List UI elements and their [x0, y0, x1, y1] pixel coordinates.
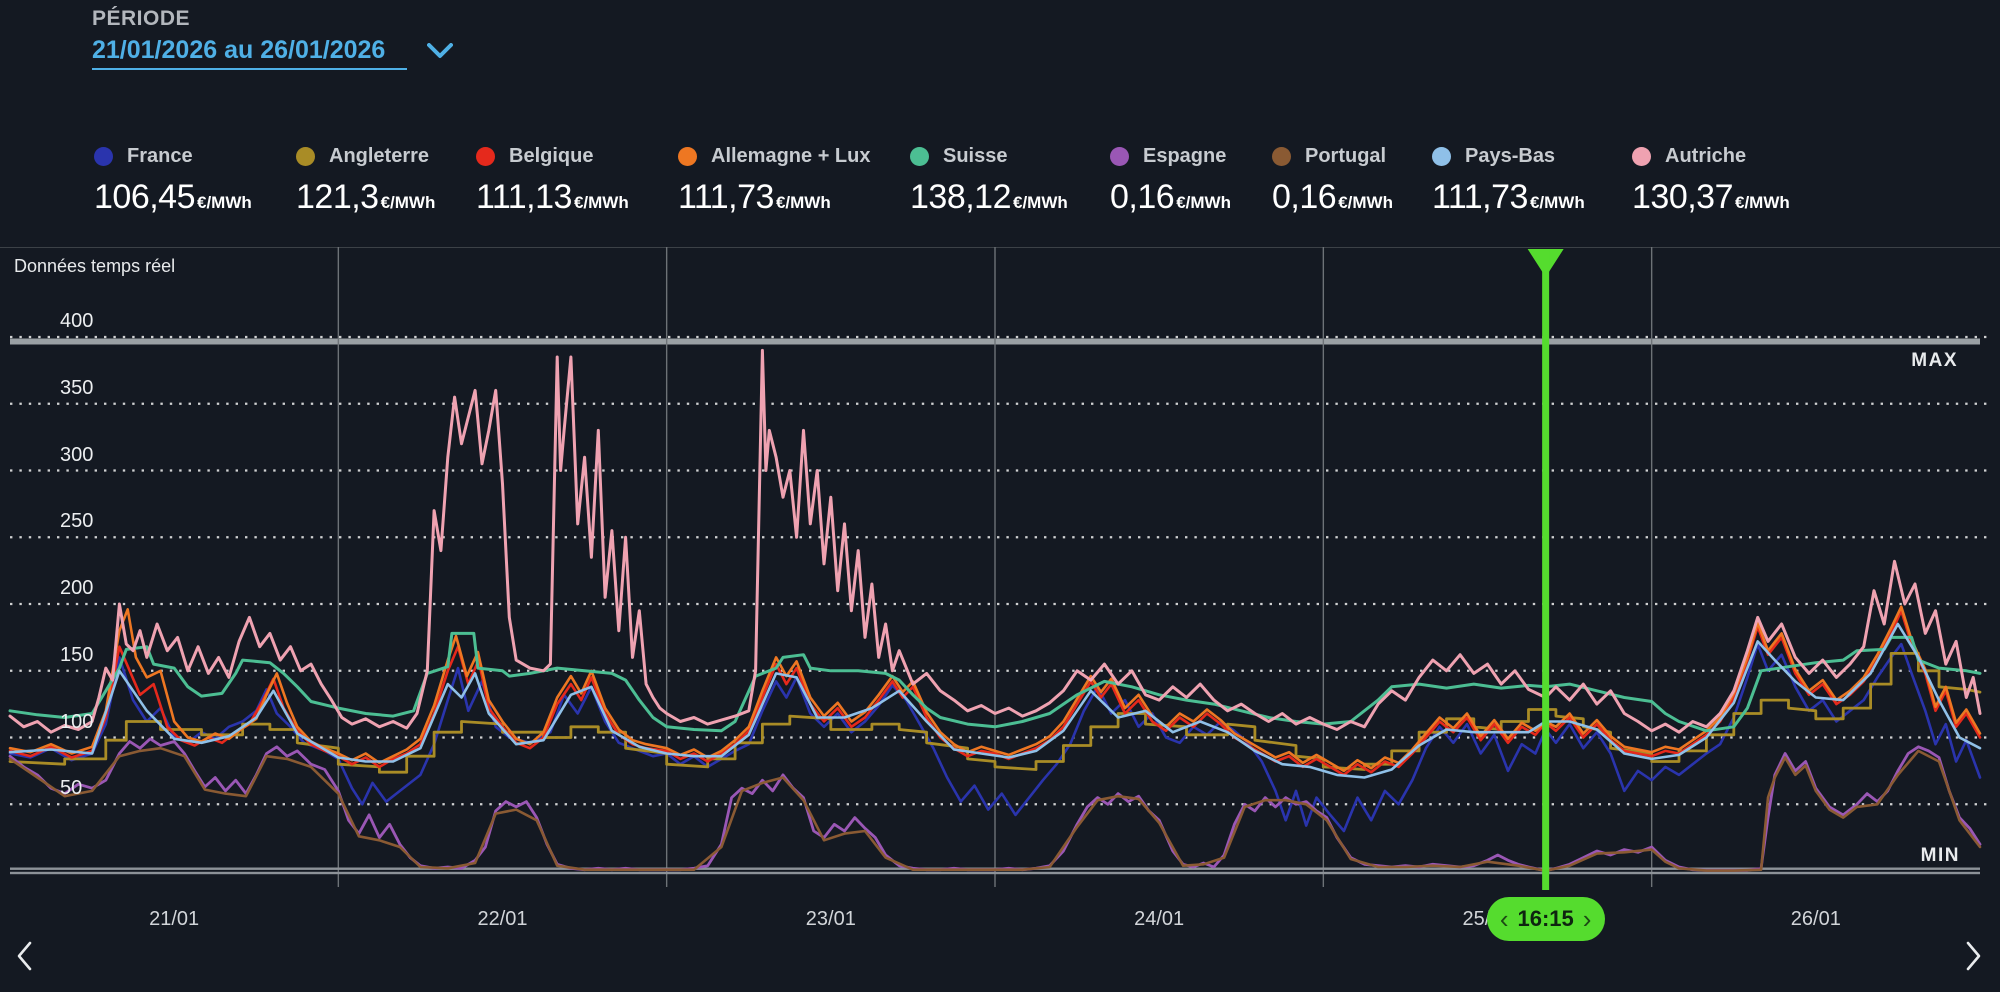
legend-item-autriche[interactable]: Autriche 130,37 €/MWh [1632, 145, 1790, 217]
legend-dot-icon [1110, 147, 1129, 166]
min-label: MIN [1920, 845, 1960, 866]
period-value[interactable]: 21/01/2026 au 26/01/2026 [92, 36, 386, 64]
legend-dot-icon [1432, 147, 1451, 166]
legend-dot-icon [678, 147, 697, 166]
series-line-pays-bas [8, 622, 1982, 779]
legend-dot-icon [296, 147, 315, 166]
legend-item-pays-bas[interactable]: Pays-Bas 111,73 €/MWh [1432, 145, 1585, 217]
legend-country-name: Allemagne + Lux [711, 145, 871, 167]
legend-item-france[interactable]: France 106,45 €/MWh [94, 145, 252, 217]
cursor-line[interactable] [1542, 249, 1550, 890]
legend-price-value: 106,45 [94, 178, 196, 216]
y-tick-200: 200 [60, 577, 94, 599]
legend-price-value: 111,73 [1432, 178, 1528, 216]
legend-price-unit: €/MWh [380, 193, 436, 212]
series-line-portugal [8, 746, 1982, 873]
chart-top-border [0, 247, 2000, 248]
y-tick-50: 50 [60, 777, 83, 800]
legend-dot-icon [910, 147, 929, 166]
cursor-next-icon[interactable]: › [1582, 904, 1592, 934]
legend-price-value: 111,73 [678, 178, 774, 216]
chevron-down-icon[interactable] [427, 42, 454, 59]
legend-price-unit: €/MWh [1176, 193, 1231, 212]
legend-country-name: Espagne [1143, 145, 1227, 167]
x-tick-22-01: 22/01 [477, 908, 528, 930]
min-line-2 [10, 871, 1980, 875]
x-tick-21-01: 21/01 [149, 908, 200, 930]
legend-country-name: Pays-Bas [1465, 145, 1556, 167]
y-tick-300: 300 [60, 443, 94, 466]
legend-dot-icon [1632, 147, 1651, 166]
period-selector[interactable]: 21/01/2026 au 26/01/2026 [92, 36, 454, 65]
legend-country-name: Angleterre [329, 145, 430, 167]
series-line-angleterre [8, 651, 1982, 774]
cursor-time: 16:15 [1517, 906, 1574, 931]
legend-price-unit: €/MWh [1338, 193, 1393, 212]
max-label: MAX [1911, 350, 1958, 371]
legend-country-name: Autriche [1665, 145, 1747, 167]
legend-price-unit: €/MWh [573, 193, 629, 212]
nav-next-icon[interactable] [1962, 940, 1984, 972]
series-line-suisse [8, 631, 1982, 733]
nav-prev-icon[interactable] [14, 940, 36, 972]
legend-price-unit: €/MWh [197, 193, 252, 212]
cursor-prev-icon[interactable]: ‹ [1499, 904, 1509, 934]
legend-price-unit: €/MWh [1529, 193, 1585, 212]
legend-price-value: 130,37 [1632, 178, 1734, 216]
y-tick-250: 250 [60, 510, 94, 533]
legend-country-name: Belgique [509, 145, 594, 167]
legend-price-unit: €/MWh [1013, 193, 1068, 212]
y-tick-400: 400 [60, 310, 94, 332]
legend-dot-icon [94, 147, 113, 166]
x-tick-26-01: 26/01 [1790, 908, 1841, 930]
x-tick-23-01: 23/01 [805, 908, 856, 930]
legend-price-value: 0,16 [1110, 178, 1175, 216]
legend-country-name: Suisse [943, 145, 1008, 167]
legend-price-unit: €/MWh [1735, 193, 1790, 212]
series-line-france [8, 642, 1982, 833]
legend-price-value: 0,16 [1272, 178, 1337, 216]
period-label: PÉRIODE [92, 7, 191, 30]
y-tick-150: 150 [60, 643, 94, 666]
period-underline [92, 68, 407, 70]
legend-price-value: 111,13 [476, 178, 572, 216]
legend-item-allemagne-lux[interactable]: Allemagne + Lux 111,73 €/MWh [678, 145, 871, 217]
legend-price-value: 121,3 [296, 178, 379, 216]
realtime-data-label: Données temps réel [14, 256, 176, 276]
legend-item-espagne[interactable]: Espagne 0,16 €/MWh [1110, 145, 1231, 217]
legend-item-suisse[interactable]: Suisse 138,12 €/MWh [910, 145, 1068, 217]
legend-item-portugal[interactable]: Portugal 0,16 €/MWh [1272, 145, 1393, 217]
x-tick-24-01: 24/01 [1134, 908, 1185, 930]
legend-dot-icon [1272, 147, 1291, 166]
series-line-autriche [8, 348, 1982, 734]
price-chart[interactable] [0, 247, 2000, 992]
legend-country-name: France [127, 145, 193, 167]
legend-price-value: 138,12 [910, 178, 1012, 216]
legend-item-angleterre[interactable]: Angleterre 121,3 €/MWh [296, 145, 435, 217]
legend-country-name: Portugal [1305, 145, 1387, 167]
legend-dot-icon [476, 147, 495, 166]
y-tick-350: 350 [60, 376, 94, 399]
y-tick-100: 100 [60, 710, 94, 733]
legend-price-unit: €/MWh [775, 193, 831, 212]
legend-item-belgique[interactable]: Belgique 111,13 €/MWh [476, 145, 629, 217]
cursor-time-pill[interactable]: ‹ 16:15 › [1486, 897, 1605, 941]
